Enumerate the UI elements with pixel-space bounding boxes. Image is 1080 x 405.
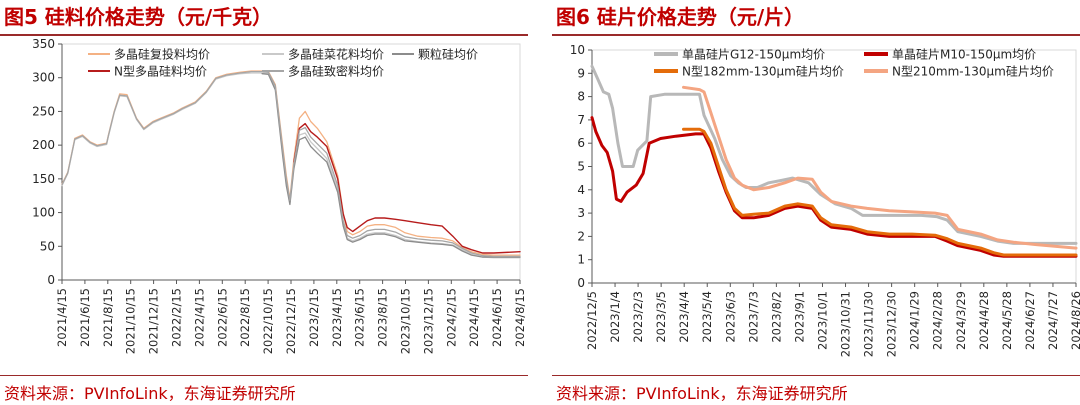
x-tick-label: 2024/1/29 (908, 291, 922, 350)
source-rule (0, 375, 528, 376)
y-tick-label: 1 (577, 253, 585, 267)
y-tick-label: 50 (40, 239, 55, 253)
x-tick-label: 2022/8/15 (238, 288, 252, 347)
x-tick-label: 2023/6/15 (353, 288, 367, 347)
y-tick-label: 2 (577, 229, 585, 243)
x-tick-label: 2023/10/15 (399, 288, 413, 354)
plot-frame (591, 49, 1077, 284)
y-tick-label: 200 (32, 138, 55, 152)
panel-wafer-price: 图6 硅片价格走势（元/片） 0 1 2 3 4 5 6 7 8 9 10 2022/12/5 2023… (552, 0, 1080, 405)
y-tick-label: 10 (570, 43, 585, 57)
x-tick-label: 2022/2/15 (170, 288, 184, 347)
y-tick-label: 8 (577, 90, 585, 104)
y-tick-label: 350 (32, 37, 55, 51)
legend-label: 多晶硅致密料均价 (288, 64, 384, 79)
x-tick-label: 2024/6/15 (490, 288, 504, 347)
y-tick-label: 250 (32, 104, 55, 118)
x-tick-label: 2023/3/5 (654, 291, 668, 343)
x-tick-label: 2023/12/30 (885, 291, 899, 357)
x-tick-label: 2023/6/3 (723, 291, 737, 343)
y-tick-label: 7 (577, 113, 585, 127)
x-tick-label: 2022/10/15 (261, 288, 275, 354)
legend-label: N型182mm-130μm硅片均价 (682, 65, 844, 79)
series-line-1 (590, 116, 1078, 258)
x-tick-label: 2023/10/31 (839, 291, 853, 357)
x-tick-label: 2024/4/15 (467, 288, 481, 347)
x-tick-label: 2023/11/30 (862, 291, 876, 357)
x-tick-label: 2021/6/15 (78, 288, 92, 347)
x-tick-label: 2023/7/3 (746, 291, 760, 343)
series-line-3 (293, 122, 521, 254)
source-note: 资料来源：PVInfoLink，东海证券研究所 (556, 384, 848, 403)
legend-label: 多晶硅复投料均价 (114, 47, 210, 62)
x-tick-label: 2022/6/15 (215, 288, 229, 347)
x-tick-label: 2024/8/15 (513, 288, 527, 347)
y-tick-label: 100 (32, 206, 55, 220)
series-line-3 (682, 85, 1078, 250)
x-tick-label: 2023/12/15 (421, 288, 435, 354)
legend-label: N型多晶硅料均价 (114, 65, 207, 79)
x-tick-label: 2023/4/15 (330, 288, 344, 347)
title-rule (552, 34, 1080, 36)
x-tick-label: 2024/6/27 (1023, 291, 1037, 350)
x-tick-label: 2022/4/15 (192, 288, 206, 347)
x-tick-label: 2024/5/28 (1000, 291, 1014, 350)
x-tick-label: 2023/5/4 (700, 291, 714, 343)
y-tick-label: 150 (32, 172, 55, 186)
x-tick-label: 2024/7/27 (1046, 291, 1060, 350)
x-tick-label: 2023/4/4 (677, 291, 691, 343)
x-tick-label: 2022/12/15 (284, 288, 298, 354)
x-tick-label: 2023/1/4 (608, 291, 622, 343)
x-tick-label: 2024/4/28 (977, 291, 991, 350)
y-tick-label: 5 (577, 160, 585, 174)
x-tick-label: 2021/10/15 (124, 288, 138, 354)
series-line-0 (61, 70, 521, 256)
polysilicon-price-chart: 0 50 100 150 200 250 300 350 2021/4/15 2021/6/15 2… (32, 37, 527, 354)
x-tick-label: 2023/8/2 (769, 291, 783, 343)
y-tick-label: 4 (577, 183, 585, 197)
x-tick-label: 2021/4/15 (55, 288, 69, 347)
y-tick-label: 0 (577, 276, 585, 290)
series-line-0 (590, 64, 1078, 245)
panel-polysilicon-price: 图5 硅料价格走势（元/千克） 0 50 100 150 200 250 300 350 202… (0, 0, 528, 405)
y-tick-label: 0 (47, 273, 55, 287)
x-tick-label: 2023/8/15 (376, 288, 390, 347)
title-rule (0, 34, 528, 36)
y-tick-label: 9 (577, 66, 585, 80)
source-note: 资料来源：PVInfoLink，东海证券研究所 (4, 384, 296, 403)
y-tick-label: 6 (577, 136, 585, 150)
x-tick-label: 2021/8/15 (101, 288, 115, 347)
series-line-1 (61, 72, 521, 259)
y-tick-label: 3 (577, 206, 585, 220)
wafer-price-chart: 0 1 2 3 4 5 6 7 8 9 10 2022/12/5 2023/1/4 2023/2/3 202… (570, 43, 1080, 357)
x-tick-label: 2023/2/15 (307, 288, 321, 347)
x-tick-label: 2024/2/28 (931, 291, 945, 350)
figure-title: 图5 硅料价格走势（元/千克） (4, 5, 273, 29)
legend-label: 多晶硅菜花料均价 (288, 47, 384, 62)
x-tick-label: 2024/2/15 (444, 288, 458, 347)
x-tick-label: 2023/10/1 (815, 291, 829, 350)
x-tick-label: 2024/3/29 (954, 291, 968, 350)
series-line-4 (61, 70, 521, 258)
x-tick-label: 2023/2/3 (631, 291, 645, 343)
legend-label: 颗粒硅均价 (418, 47, 478, 62)
series-line-2 (682, 127, 1078, 257)
x-tick-label: 2021/12/15 (147, 288, 161, 354)
source-rule (552, 375, 1080, 376)
figure-title: 图6 硅片价格走势（元/片） (556, 5, 805, 29)
x-tick-label: 2022/12/5 (585, 291, 599, 350)
series-line-2 (261, 73, 521, 258)
legend-label: 单晶硅片M10-150μm均价 (892, 48, 1036, 62)
y-tick-label: 300 (32, 71, 55, 85)
legend-label: 单晶硅片G12-150μm均价 (682, 48, 825, 62)
x-tick-label: 2024/8/26 (1069, 291, 1080, 350)
x-tick-label: 2023/9/1 (792, 291, 806, 343)
legend-label: N型210mm-130μm硅片均价 (892, 65, 1054, 79)
